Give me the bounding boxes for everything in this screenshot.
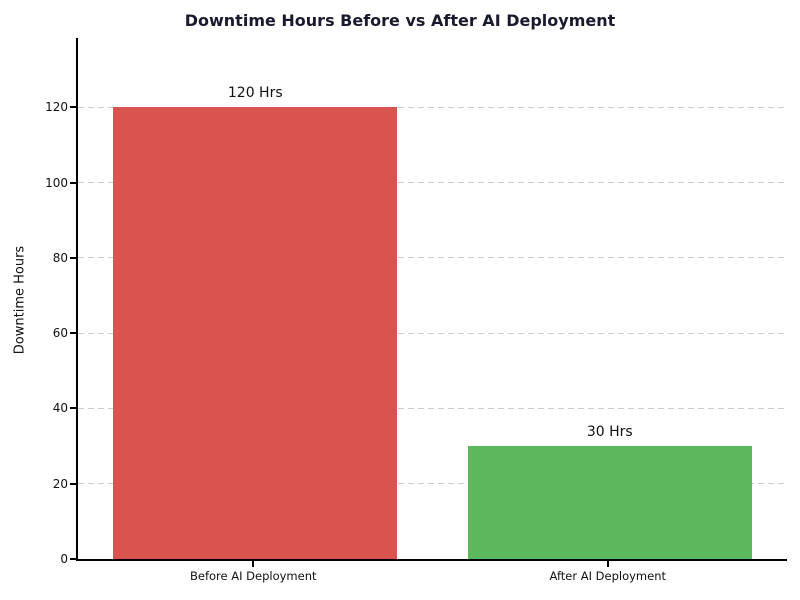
bar	[467, 446, 752, 559]
gridline-120	[78, 106, 787, 108]
x-tick-label: Before AI Deployment	[189, 569, 317, 583]
plot-area: 120 Hrs 30 Hrs	[76, 38, 787, 561]
gridline-100	[78, 182, 787, 184]
gridline-20	[78, 483, 787, 485]
y-tick-label: 120	[45, 100, 68, 115]
y-tick-mark-40	[70, 407, 76, 410]
chart-title: Downtime Hours Before vs After AI Deploy…	[184, 11, 616, 30]
gridline-40	[78, 407, 787, 409]
y-tick-label: 40	[52, 401, 68, 416]
y-tick-mark-100	[70, 181, 76, 184]
y-tick-mark-0	[70, 558, 76, 560]
y-tick-mark-80	[70, 256, 76, 259]
y-tick-label: 80	[52, 250, 68, 265]
bar-value-label: 30 Hrs	[586, 424, 633, 441]
x-tick-mark	[252, 561, 255, 567]
y-tick-label: 20	[52, 476, 68, 491]
x-tick-label: After AI Deployment	[549, 569, 667, 583]
y-tick-mark-60	[70, 332, 76, 335]
y-tick-label: 100	[45, 175, 68, 190]
gridline-80	[78, 257, 787, 259]
y-tick-mark-20	[70, 482, 76, 485]
bar	[113, 107, 398, 559]
y-tick-label: 60	[52, 326, 68, 341]
y-axis-label: Downtime Hours	[12, 245, 28, 355]
y-tick-mark-120	[70, 106, 76, 109]
bar-value-label: 120 Hrs	[227, 85, 283, 102]
x-tick-mark	[606, 561, 609, 567]
y-tick-label: 0	[60, 552, 68, 566]
gridline-60	[78, 332, 787, 334]
